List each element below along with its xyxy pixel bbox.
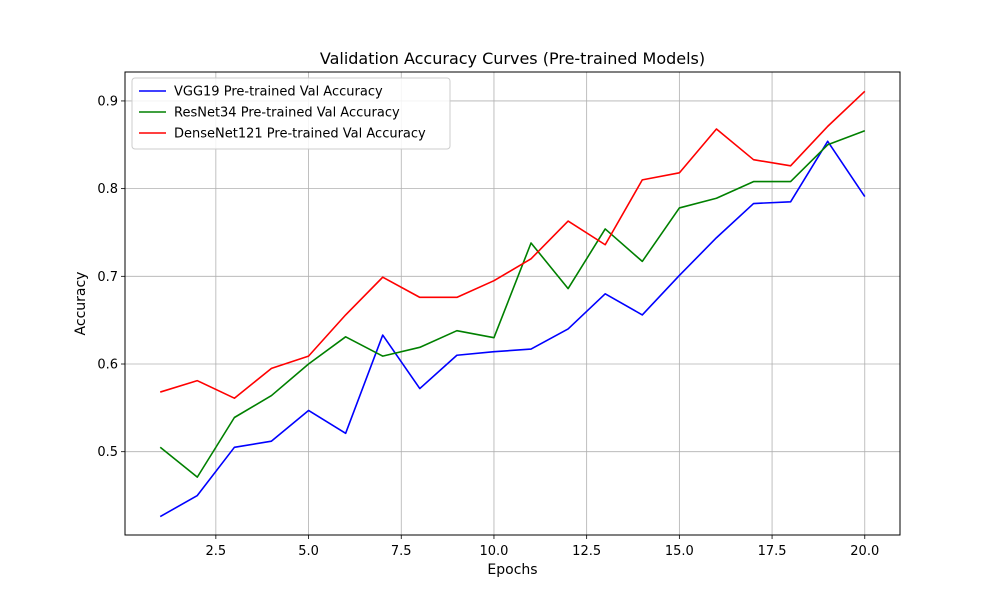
y-axis-label: Accuracy	[73, 272, 89, 336]
x-tick-label: 20.0	[850, 544, 879, 559]
legend-label: VGG19 Pre-trained Val Accuracy	[174, 85, 383, 100]
y-tick-label: 0.6	[97, 358, 118, 373]
y-tick-label: 0.7	[97, 270, 118, 285]
y-tick-label: 0.9	[97, 94, 118, 109]
series-lines	[159, 90, 866, 518]
x-axis-ticks: 2.5 5.0 7.5 10.0 12.5 15.0 17.5 20.0	[206, 535, 879, 559]
series-line-2	[159, 90, 866, 400]
plot-area-frame	[124, 71, 901, 536]
x-axis-label: Epochs	[487, 562, 537, 578]
y-tick-label: 0.8	[97, 182, 118, 197]
y-tick-label: 0.5	[97, 445, 118, 460]
legend-box	[131, 77, 451, 150]
x-tick-label: 15.0	[665, 544, 694, 559]
x-tick-label: 12.5	[572, 544, 601, 559]
x-tick-label: 10.0	[479, 544, 508, 559]
legend-label: ResNet34 Pre-trained Val Accuracy	[174, 106, 400, 121]
y-axis-ticks: 0.5 0.6 0.7 0.8 0.9	[97, 94, 125, 460]
x-tick-label: 2.5	[206, 544, 227, 559]
series-line-1	[159, 130, 866, 478]
x-tick-label: 5.0	[298, 544, 319, 559]
x-tick-label: 7.5	[391, 544, 412, 559]
chart-title: Validation Accuracy Curves (Pre-trained …	[320, 49, 705, 68]
x-tick-label: 17.5	[758, 544, 787, 559]
legend-label: DenseNet121 Pre-trained Val Accuracy	[174, 127, 426, 142]
series-line-0	[159, 140, 866, 518]
legend: VGG19 Pre-trained Val Accuracy ResNet34 P…	[131, 77, 451, 150]
